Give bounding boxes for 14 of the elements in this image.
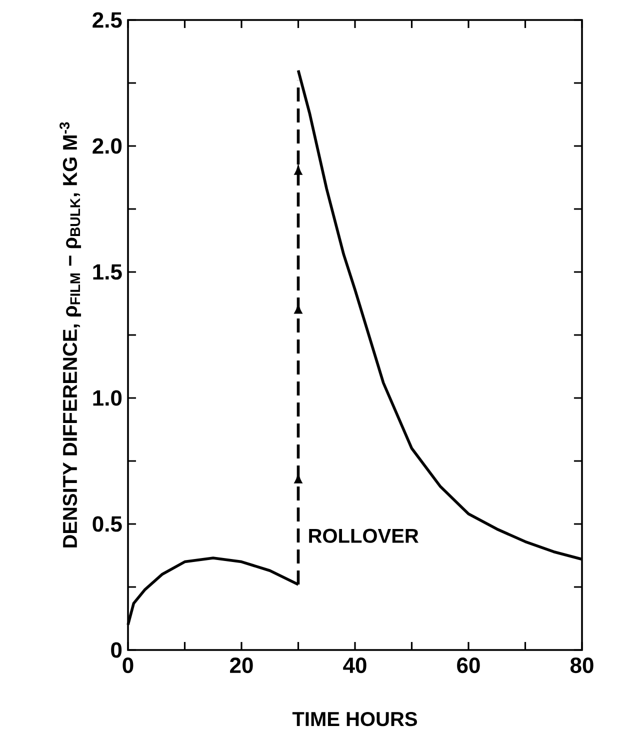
x-tick-label: 80 — [570, 658, 594, 674]
y-tick-label: 1.0 — [93, 390, 122, 406]
y-tick-label: 2.0 — [92, 138, 122, 154]
x-tick-label: 0 — [122, 658, 134, 674]
y-axis-title: DENSITY DIFFERENCE, ρ$_{FILM}$ − ρ$_{BULK}$, KG M$^{-3}$ — [60, 122, 82, 548]
y-tick-label: 0.5 — [92, 516, 122, 532]
y-tick-label: 2.5 — [92, 12, 122, 28]
annotation: ROLLOVER — [309, 528, 418, 543]
x-tick-label: 60 — [457, 658, 480, 674]
y-tick-label: 0 — [111, 642, 122, 658]
x-tick-label: 20 — [230, 658, 253, 674]
x-tick-label: 40 — [343, 658, 366, 674]
y-tick-label: 1.5 — [93, 264, 122, 280]
x-axis-title: TIME HOURS — [292, 712, 417, 726]
